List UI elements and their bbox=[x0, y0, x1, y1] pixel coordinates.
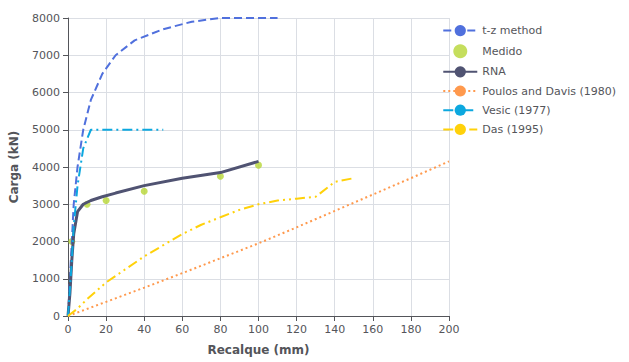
svg-text:6000: 6000 bbox=[32, 86, 60, 99]
svg-text:1000: 1000 bbox=[32, 272, 60, 285]
svg-text:8000: 8000 bbox=[32, 12, 60, 25]
svg-text:120: 120 bbox=[286, 323, 307, 336]
svg-text:Medido: Medido bbox=[482, 45, 522, 58]
svg-text:160: 160 bbox=[362, 323, 383, 336]
svg-text:180: 180 bbox=[400, 323, 421, 336]
svg-text:40: 40 bbox=[137, 323, 151, 336]
svg-text:80: 80 bbox=[213, 323, 227, 336]
svg-text:t-z method: t-z method bbox=[482, 24, 542, 37]
svg-text:140: 140 bbox=[324, 323, 345, 336]
svg-text:Poulos and Davis (1980): Poulos and Davis (1980) bbox=[482, 85, 616, 98]
svg-text:60: 60 bbox=[175, 323, 189, 336]
svg-text:7000: 7000 bbox=[32, 49, 60, 62]
svg-text:200: 200 bbox=[439, 323, 460, 336]
svg-text:0: 0 bbox=[53, 310, 60, 323]
svg-text:RNA: RNA bbox=[482, 65, 506, 78]
svg-text:5000: 5000 bbox=[32, 123, 60, 136]
svg-text:Carga (kN): Carga (kN) bbox=[7, 131, 21, 204]
svg-text:Recalque (mm): Recalque (mm) bbox=[207, 343, 309, 357]
svg-text:0: 0 bbox=[65, 323, 72, 336]
svg-text:20: 20 bbox=[99, 323, 113, 336]
svg-text:4000: 4000 bbox=[32, 161, 60, 174]
svg-text:Das (1995): Das (1995) bbox=[482, 123, 543, 136]
svg-text:Vesic (1977): Vesic (1977) bbox=[482, 104, 550, 117]
svg-text:2000: 2000 bbox=[32, 235, 60, 248]
svg-text:100: 100 bbox=[248, 323, 269, 336]
svg-text:3000: 3000 bbox=[32, 198, 60, 211]
